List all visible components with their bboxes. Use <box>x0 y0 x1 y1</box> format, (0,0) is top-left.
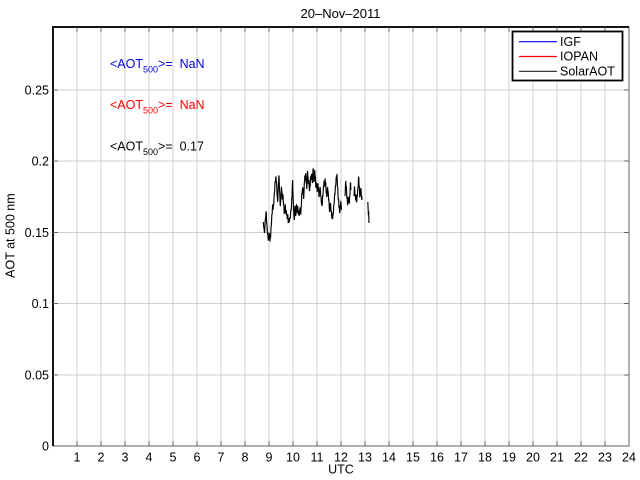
svg-text:8: 8 <box>242 451 249 465</box>
svg-text:21: 21 <box>550 451 564 465</box>
svg-text:7: 7 <box>218 451 225 465</box>
svg-text:3: 3 <box>122 451 129 465</box>
svg-text:AOT at 500 nm: AOT at 500 nm <box>4 193 18 278</box>
svg-text:14: 14 <box>382 451 396 465</box>
svg-text:22: 22 <box>574 451 588 465</box>
svg-text:0: 0 <box>42 440 49 454</box>
svg-text:11: 11 <box>311 451 324 465</box>
svg-text:0.25: 0.25 <box>25 84 49 98</box>
svg-text:20: 20 <box>526 451 540 465</box>
svg-text:13: 13 <box>358 451 372 465</box>
svg-text:IGF: IGF <box>560 35 581 49</box>
svg-text:2: 2 <box>98 451 105 465</box>
svg-text:10: 10 <box>286 451 300 465</box>
svg-text:<AOT500>= 0.17: <AOT500>= 0.17 <box>110 139 204 157</box>
svg-text:19: 19 <box>502 451 516 465</box>
svg-text:20–Nov–2011: 20–Nov–2011 <box>301 6 381 21</box>
svg-text:0.2: 0.2 <box>32 155 49 169</box>
svg-text:4: 4 <box>146 451 153 465</box>
svg-text:24: 24 <box>622 451 636 465</box>
svg-text:<AOT500>= NaN: <AOT500>= NaN <box>110 98 205 116</box>
svg-text:UTC: UTC <box>328 463 354 477</box>
svg-text:5: 5 <box>170 451 177 465</box>
svg-text:12: 12 <box>334 451 348 465</box>
svg-text:17: 17 <box>454 451 468 465</box>
svg-text:16: 16 <box>430 451 444 465</box>
svg-text:SolarAOT: SolarAOT <box>560 65 615 79</box>
svg-text:15: 15 <box>406 451 420 465</box>
svg-text:6: 6 <box>194 451 201 465</box>
svg-text:23: 23 <box>598 451 612 465</box>
svg-text:18: 18 <box>478 451 492 465</box>
svg-text:1: 1 <box>74 451 81 465</box>
svg-text:0.1: 0.1 <box>32 297 49 311</box>
svg-text:0.05: 0.05 <box>25 368 49 382</box>
svg-text:9: 9 <box>266 451 273 465</box>
svg-text:IOPAN: IOPAN <box>560 50 598 64</box>
svg-text:0.15: 0.15 <box>25 226 49 240</box>
svg-text:<AOT500>= NaN: <AOT500>= NaN <box>110 57 205 75</box>
